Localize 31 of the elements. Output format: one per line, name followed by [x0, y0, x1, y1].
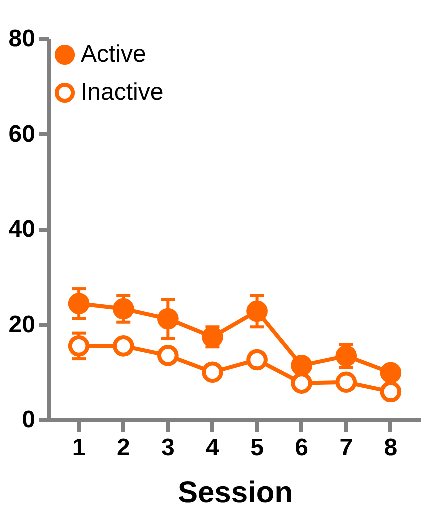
y-tick-label: 40 — [8, 216, 36, 243]
point — [68, 336, 90, 357]
x-tick-label: 2 — [116, 434, 130, 462]
point — [246, 300, 268, 322]
x-tick-label: 7 — [340, 434, 354, 462]
x-tick-label: 3 — [161, 434, 175, 462]
point — [380, 381, 402, 403]
legend-label: Inactive — [81, 79, 164, 106]
x-tick-label: 6 — [295, 434, 309, 462]
y-tick-label: 0 — [22, 406, 36, 434]
point — [291, 372, 312, 394]
point — [246, 349, 268, 371]
point — [336, 372, 358, 394]
x-tick-label: 8 — [384, 434, 398, 462]
point — [202, 362, 224, 384]
point — [336, 346, 358, 367]
point — [112, 336, 134, 357]
y-tick-label: 20 — [8, 311, 36, 338]
point — [158, 345, 179, 366]
y-tick-label: 80 — [8, 26, 36, 52]
point — [112, 298, 134, 320]
x-axis-title: Session — [178, 476, 294, 510]
x-tick-label: 1 — [72, 434, 86, 462]
point — [291, 355, 312, 376]
point — [68, 293, 90, 314]
legend-label: Active — [81, 41, 146, 68]
x-tick-label: 5 — [250, 434, 264, 462]
point — [380, 362, 402, 384]
x-tick-label: 4 — [206, 434, 220, 462]
y-tick-label: 60 — [8, 120, 36, 148]
point — [158, 308, 179, 330]
